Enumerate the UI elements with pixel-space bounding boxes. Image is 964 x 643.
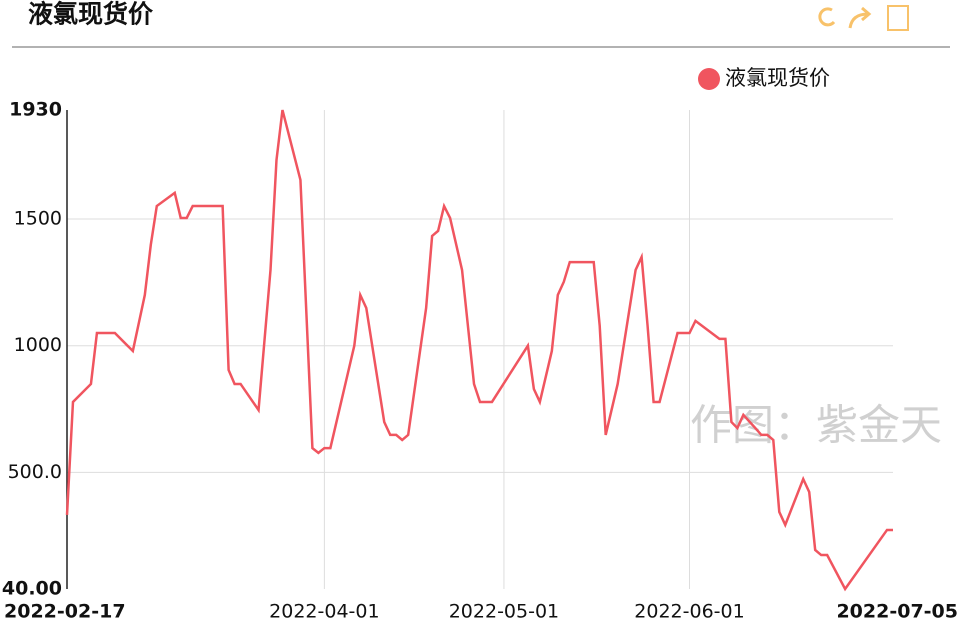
y-tick-label: 40.00 [2,578,62,600]
share-icon[interactable] [848,6,872,29]
legend-marker [698,68,720,90]
legend-label: 液氯现货价 [725,66,830,90]
y-tick-label: 1500 [14,207,62,229]
x-tick-label: 2022-04-01 [269,601,379,623]
watermark: 作图：紫金天 [690,401,942,450]
y-tick-label: 1930 [9,99,62,121]
x-tick-label: 2022-05-01 [449,601,559,623]
line-series [65,109,893,592]
refresh-icon[interactable] [818,7,836,27]
x-tick-label: 2022-07-05 [836,601,958,623]
y-tick-label: 1000 [14,334,62,356]
y-tick-label: 500.0 [8,461,62,483]
chart-title: 液氯现货价 [28,0,154,29]
x-tick-label: 2022-02-17 [4,601,126,623]
toolbar [818,5,909,31]
image-icon[interactable] [887,5,909,31]
x-tick-label: 2022-06-01 [634,601,744,623]
